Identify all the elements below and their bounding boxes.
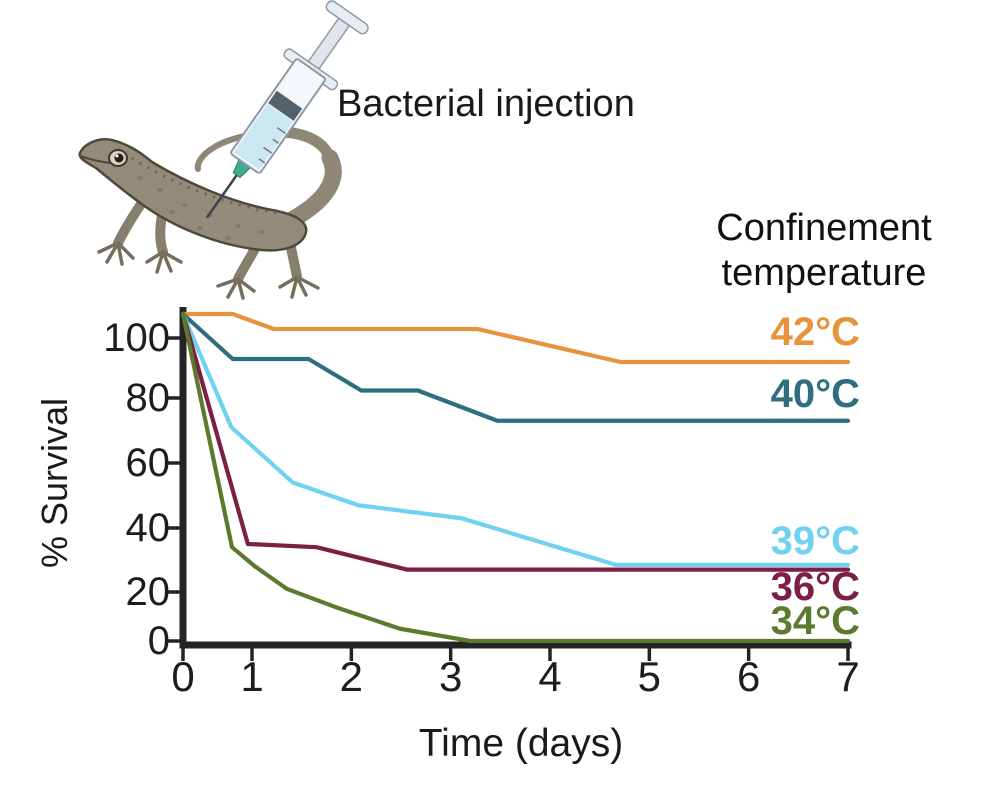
series-line-40°C: [180, 311, 851, 423]
legend-label-42c: 42°C: [770, 310, 860, 354]
y-axis-spine: [179, 307, 187, 648]
x-tick-label: 5: [637, 653, 661, 700]
x-axis-spine: [179, 641, 852, 649]
y-tick-mark: [167, 639, 181, 643]
x-tick-label: 7: [836, 653, 860, 700]
x-tick-mark: [746, 648, 751, 661]
legend-title: Confinement temperature: [698, 206, 950, 296]
legend-title-line1: Confinement: [716, 207, 932, 249]
y-tick-label: 0: [147, 619, 170, 663]
y-tick-label: 100: [103, 316, 170, 360]
x-tick-label: 2: [339, 653, 363, 700]
x-tick-mark: [349, 648, 354, 661]
y-axis-title: % Survival: [34, 397, 75, 569]
y-tick-label: 40: [125, 506, 171, 550]
y-tick-label: 80: [125, 376, 171, 420]
x-tick-mark: [181, 648, 185, 661]
lizard-eye: [108, 149, 128, 167]
x-tick-label: 4: [538, 653, 562, 700]
x-tick-mark: [548, 648, 552, 661]
x-tick-label: 6: [736, 653, 761, 700]
x-tick-label: 3: [438, 653, 463, 700]
series-lines: [180, 311, 851, 644]
x-tick-mark: [647, 648, 652, 661]
series-line-39°C: [180, 311, 851, 567]
legend-label-39c: 39°C: [770, 519, 860, 563]
y-tick-mark: [167, 336, 181, 340]
syringe-plunger-flange: [325, 0, 369, 35]
syringe-liquid: [233, 103, 294, 171]
x-tick-label: 1: [240, 653, 264, 700]
lizard-toes: [97, 241, 320, 300]
lizard-dorsal-ridge: [131, 156, 279, 215]
y-tick-mark: [167, 396, 181, 400]
legend-label-36c: 36°C: [770, 565, 860, 609]
syringe-graduations: [258, 127, 286, 164]
lizard-body: [78, 138, 308, 252]
y-tick-mark: [167, 590, 181, 594]
lizard-icon: [78, 126, 342, 300]
series-line-36°C: [180, 311, 851, 572]
y-tick-label: 60: [125, 441, 171, 485]
syringe-plunger-seal: [268, 90, 303, 121]
legend-label-40c: 40°C: [770, 372, 860, 416]
syringe-icon: [205, 0, 369, 219]
illustration-caption: Bacterial injection: [337, 83, 635, 125]
y-tick-mark: [167, 526, 181, 530]
legend-label-34c: 34°C: [770, 599, 860, 643]
legend-title-line2: temperature: [721, 252, 927, 294]
lizard-mouth: [79, 155, 111, 164]
axis-tick-marks: [167, 336, 850, 661]
series-line-34°C: [180, 311, 851, 644]
x-tick-mark: [846, 648, 850, 661]
series-line-42°C: [180, 311, 851, 365]
y-tick-label: 20: [125, 570, 171, 614]
syringe-needle: [205, 172, 239, 219]
x-tick-mark: [448, 648, 453, 661]
x-tick-label: 0: [171, 653, 195, 700]
x-axis-title: Time (days): [418, 722, 624, 765]
y-tick-mark: [167, 461, 181, 465]
x-tick-mark: [250, 648, 254, 661]
